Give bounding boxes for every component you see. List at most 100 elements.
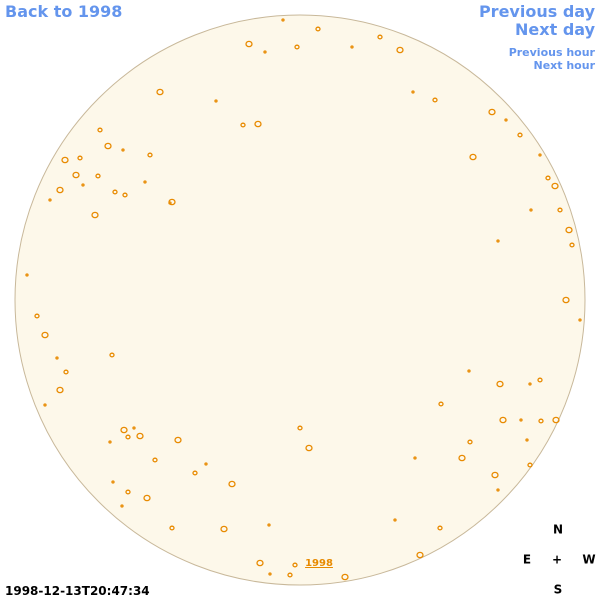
compass-south: S	[554, 583, 563, 597]
active-region	[545, 175, 551, 181]
active-region	[281, 18, 285, 22]
active-region	[48, 198, 52, 202]
active-region	[263, 50, 267, 54]
active-regions	[25, 18, 582, 581]
active-region	[143, 180, 147, 184]
compass-north: N	[553, 523, 563, 537]
year-link[interactable]: 1998	[305, 558, 333, 569]
active-region	[267, 523, 271, 527]
active-region	[569, 242, 575, 248]
active-region	[55, 356, 59, 360]
active-region	[111, 480, 115, 484]
active-region	[432, 97, 438, 103]
active-region	[437, 525, 443, 531]
active-region	[491, 471, 499, 479]
active-region	[557, 207, 563, 213]
active-region	[95, 173, 101, 179]
back-link[interactable]: Back to 1998	[5, 2, 122, 21]
active-region	[562, 296, 570, 304]
active-region	[305, 444, 313, 452]
previous-hour-link[interactable]: Previous hour	[509, 46, 596, 59]
active-region	[61, 156, 69, 164]
active-region	[214, 99, 218, 103]
active-region	[43, 403, 47, 407]
active-region	[220, 525, 228, 533]
active-region	[529, 208, 533, 212]
active-region	[63, 369, 69, 375]
active-region	[538, 418, 544, 424]
active-region	[469, 153, 477, 161]
active-region	[537, 377, 543, 383]
active-region	[169, 525, 175, 531]
active-region	[34, 313, 40, 319]
active-region	[121, 148, 125, 152]
active-region	[292, 562, 298, 568]
active-region	[228, 480, 236, 488]
active-region	[125, 489, 131, 495]
active-region	[268, 572, 272, 576]
active-region	[91, 211, 99, 219]
active-region	[350, 45, 354, 49]
active-region	[396, 46, 404, 54]
active-region	[517, 132, 523, 138]
active-region	[109, 352, 115, 358]
active-region	[25, 273, 29, 277]
active-region	[525, 438, 529, 442]
active-region	[256, 559, 264, 567]
active-region	[527, 462, 533, 468]
active-region	[41, 331, 49, 339]
active-region	[254, 120, 262, 128]
compass-east: E	[523, 553, 531, 567]
active-region	[341, 573, 349, 581]
active-region	[496, 239, 500, 243]
next-hour-link[interactable]: Next hour	[534, 59, 596, 72]
active-region	[104, 142, 112, 150]
timestamp: 1998-12-13T20:47:34	[5, 584, 150, 598]
active-region	[56, 186, 64, 194]
active-region	[143, 494, 151, 502]
active-region	[97, 127, 103, 133]
active-region	[411, 90, 415, 94]
active-region	[552, 416, 560, 424]
active-region	[287, 572, 293, 578]
solar-disc	[14, 14, 586, 586]
active-region	[147, 152, 153, 158]
active-region	[136, 432, 144, 440]
active-region	[168, 201, 172, 205]
active-region	[538, 153, 542, 157]
active-region	[81, 183, 85, 187]
active-region	[458, 454, 466, 462]
active-region	[438, 401, 444, 407]
active-region	[551, 182, 559, 190]
active-region	[496, 380, 504, 388]
active-region	[108, 440, 112, 444]
next-day-link[interactable]: Next day	[515, 20, 596, 39]
active-region	[578, 318, 582, 322]
active-region	[120, 504, 124, 508]
active-region	[499, 416, 507, 424]
active-region	[56, 386, 64, 394]
active-region	[245, 40, 253, 48]
compass-center: +	[552, 553, 562, 567]
active-region	[496, 488, 500, 492]
active-region	[192, 470, 198, 476]
previous-day-link[interactable]: Previous day	[479, 2, 596, 21]
active-region	[120, 426, 128, 434]
active-region	[294, 44, 300, 50]
active-region	[377, 34, 383, 40]
active-region	[467, 439, 473, 445]
compass-west: W	[582, 553, 595, 567]
active-region	[125, 434, 131, 440]
active-region	[72, 171, 80, 179]
active-region	[519, 418, 523, 422]
active-region	[122, 192, 128, 198]
active-region	[240, 122, 246, 128]
active-region	[413, 456, 417, 460]
active-region	[528, 382, 532, 386]
active-region	[315, 26, 321, 32]
active-region	[156, 88, 164, 96]
active-region	[204, 462, 208, 466]
active-region	[297, 425, 303, 431]
active-region	[152, 457, 158, 463]
